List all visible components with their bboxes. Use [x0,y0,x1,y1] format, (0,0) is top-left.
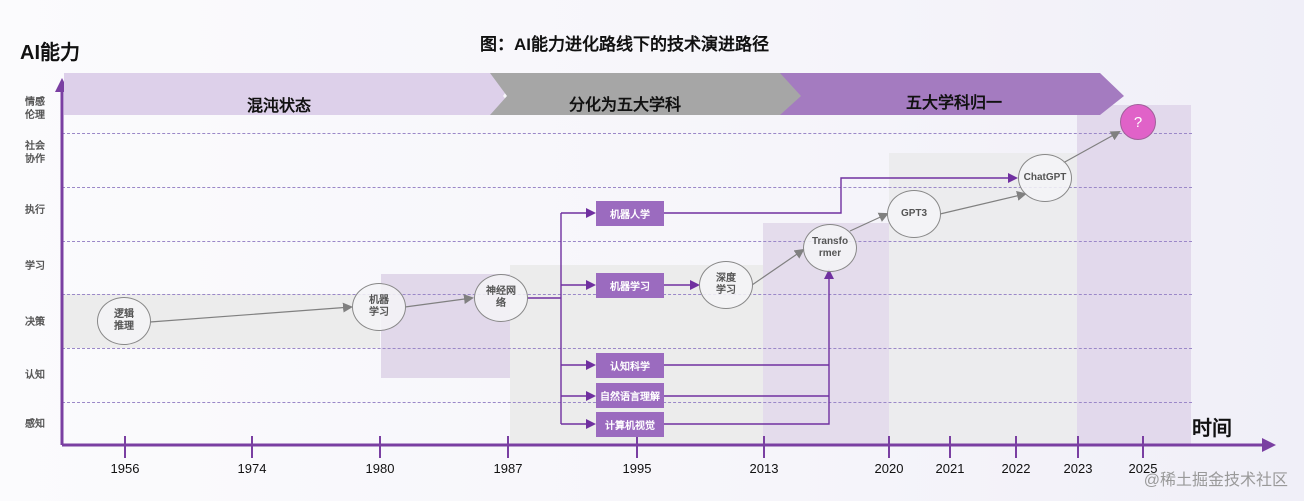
discipline-machine-learning: 机器学习 [596,273,664,298]
node-transformer: Transfo rmer [803,224,857,272]
discipline-robotics: 机器人学 [596,201,664,226]
tick-1995 [636,436,638,458]
tick-label: 1995 [622,461,652,476]
tick-2021 [949,436,951,458]
chart-title: 图：AI能力进化路线下的技术演进路径 [480,35,769,54]
y-axis-label: AI能力 [20,42,80,64]
node-deep-learning: 深度 学习 [699,261,753,309]
node-logic-reasoning: 逻辑 推理 [97,297,151,345]
node-chatgpt: ChatGPT [1018,154,1072,202]
discipline-nlu: 自然语言理解 [596,383,664,408]
tick-2020 [888,436,890,458]
discipline-cognitive-science: 认知科学 [596,353,664,378]
phase-unification: 五大学科归一 [906,95,1003,112]
y-category-social-collab: 社会 协作 [25,141,45,165]
tick-1980 [379,436,381,458]
tick-label: 2013 [749,461,779,476]
phase-chaos: 混沌状态 [247,98,312,115]
node-machine-learning: 机器 学习 [352,283,406,331]
grid-line [62,241,1192,242]
tick-1956 [124,436,126,458]
tick-2023 [1077,436,1079,458]
x-axis-label: 时间 [1192,418,1232,440]
tick-label: 2023 [1063,461,1093,476]
y-category-emotion-ethics: 情感 伦理 [25,97,45,121]
tick-label: 2022 [1001,461,1031,476]
tick-label: 1956 [110,461,140,476]
grid-line [62,348,1192,349]
tick-label: 2021 [935,461,965,476]
y-category-learning: 学习 [25,261,45,272]
grid-line [62,187,1192,188]
y-category-execution: 执行 [25,205,45,216]
tick-label: 2020 [874,461,904,476]
band-2023-2025 [1077,105,1191,445]
watermark: @稀土掘金技术社区 [1143,472,1288,489]
node-gpt3: GPT3 [887,190,941,238]
grid-line [62,133,1192,134]
tick-label: 1974 [237,461,267,476]
tick-1974 [251,436,253,458]
y-category-cognition: 认知 [25,370,45,381]
tick-2025 [1142,436,1144,458]
tick-label: 2025 [1128,461,1158,476]
tick-2022 [1015,436,1017,458]
discipline-computer-vision: 计算机视觉 [596,412,664,437]
tick-label: 1987 [493,461,523,476]
node-neural-network: 神经网络 [474,274,528,322]
node-future-question: ? [1120,104,1156,140]
y-category-perception: 感知 [25,419,45,430]
tick-2013 [763,436,765,458]
tick-1987 [507,436,509,458]
phase-divergence: 分化为五大学科 [569,97,682,114]
tick-label: 1980 [365,461,395,476]
y-category-decision: 决策 [25,317,45,328]
